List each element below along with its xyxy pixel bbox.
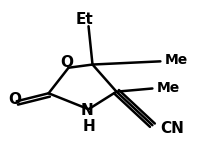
- Text: O: O: [8, 92, 21, 107]
- Text: CN: CN: [160, 121, 183, 136]
- Text: O: O: [60, 55, 73, 71]
- Text: Et: Et: [75, 12, 93, 27]
- Text: Me: Me: [156, 81, 179, 95]
- Text: H: H: [82, 119, 94, 134]
- Text: Me: Me: [164, 53, 187, 67]
- Text: N: N: [80, 103, 92, 118]
